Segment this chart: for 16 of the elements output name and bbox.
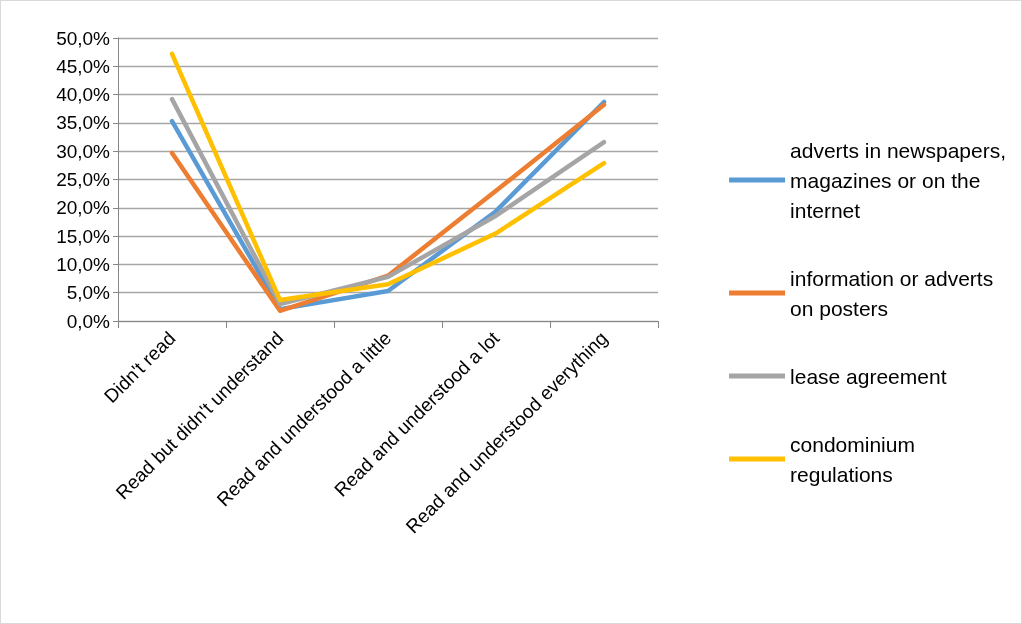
y-tick-label: 5,0% [66, 282, 111, 304]
y-tick-label: 40,0% [56, 84, 111, 106]
y-tick-label: 15,0% [56, 225, 111, 247]
y-tick-label: 25,0% [56, 169, 111, 190]
legend-label: lease agreement [790, 364, 947, 388]
y-tick-label: 30,0% [56, 140, 111, 162]
legend-label: condominium regulations [790, 432, 915, 486]
y-tick-label: 50,0% [56, 27, 111, 49]
legend-label: adverts in newspapers, magazines or on the internet [790, 138, 1007, 222]
line-series [169, 51, 607, 303]
y-tick-label: 35,0% [56, 112, 111, 134]
y-tick-label: 20,0% [56, 197, 111, 219]
y-tick-label: 45,0% [56, 55, 111, 77]
y-tick-label: 10,0% [56, 253, 111, 275]
legend-label: information or adverts on posters [790, 266, 994, 320]
y-tick-label: 0,0% [66, 310, 111, 332]
